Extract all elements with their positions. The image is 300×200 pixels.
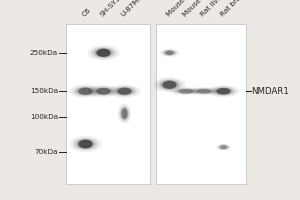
Ellipse shape xyxy=(91,87,116,96)
Ellipse shape xyxy=(96,88,111,94)
Text: 70kDa: 70kDa xyxy=(34,149,58,155)
Bar xyxy=(156,24,246,184)
Ellipse shape xyxy=(109,85,140,98)
Bar xyxy=(66,24,150,184)
Text: Rat liver: Rat liver xyxy=(200,0,225,18)
Ellipse shape xyxy=(117,88,132,95)
Ellipse shape xyxy=(179,89,193,93)
Ellipse shape xyxy=(112,86,137,96)
Ellipse shape xyxy=(162,50,177,56)
Ellipse shape xyxy=(214,87,233,95)
Text: Mouse eye: Mouse eye xyxy=(182,0,214,18)
Text: 100kDa: 100kDa xyxy=(30,114,58,120)
Ellipse shape xyxy=(157,79,182,91)
Ellipse shape xyxy=(216,144,231,151)
Ellipse shape xyxy=(192,88,216,94)
Ellipse shape xyxy=(160,80,179,90)
Ellipse shape xyxy=(170,87,202,95)
Ellipse shape xyxy=(70,85,101,98)
Ellipse shape xyxy=(218,145,229,150)
Text: Rat brain: Rat brain xyxy=(219,0,247,18)
Ellipse shape xyxy=(197,89,211,93)
Ellipse shape xyxy=(211,87,236,96)
Ellipse shape xyxy=(188,87,220,95)
Ellipse shape xyxy=(122,108,128,119)
Ellipse shape xyxy=(70,136,101,152)
Text: U-87MG: U-87MG xyxy=(120,0,145,18)
Text: 250kDa: 250kDa xyxy=(30,50,58,56)
Ellipse shape xyxy=(115,87,134,95)
Ellipse shape xyxy=(121,107,129,120)
Ellipse shape xyxy=(162,81,177,89)
Ellipse shape xyxy=(194,89,214,94)
Ellipse shape xyxy=(174,88,198,94)
Ellipse shape xyxy=(118,104,131,124)
Ellipse shape xyxy=(73,138,98,150)
Ellipse shape xyxy=(176,89,196,94)
Ellipse shape xyxy=(88,85,119,97)
Ellipse shape xyxy=(78,140,93,148)
Ellipse shape xyxy=(94,48,113,58)
Text: 150kDa: 150kDa xyxy=(30,88,58,94)
Ellipse shape xyxy=(88,45,119,60)
Ellipse shape xyxy=(76,139,95,149)
Ellipse shape xyxy=(78,88,93,95)
Text: Mouse brain: Mouse brain xyxy=(165,0,201,18)
Ellipse shape xyxy=(165,51,174,55)
Ellipse shape xyxy=(164,50,175,55)
Ellipse shape xyxy=(160,49,179,57)
Text: SH-SY5Y: SH-SY5Y xyxy=(99,0,125,18)
Text: NMDAR1: NMDAR1 xyxy=(251,87,289,96)
Ellipse shape xyxy=(91,47,116,59)
Ellipse shape xyxy=(76,87,95,95)
Ellipse shape xyxy=(94,87,113,95)
Ellipse shape xyxy=(219,145,228,149)
Ellipse shape xyxy=(119,106,130,121)
Ellipse shape xyxy=(220,145,227,149)
Ellipse shape xyxy=(208,85,239,97)
Ellipse shape xyxy=(96,49,111,57)
Ellipse shape xyxy=(154,77,185,92)
Ellipse shape xyxy=(73,86,98,96)
Ellipse shape xyxy=(216,88,231,94)
Text: C6: C6 xyxy=(81,7,92,18)
